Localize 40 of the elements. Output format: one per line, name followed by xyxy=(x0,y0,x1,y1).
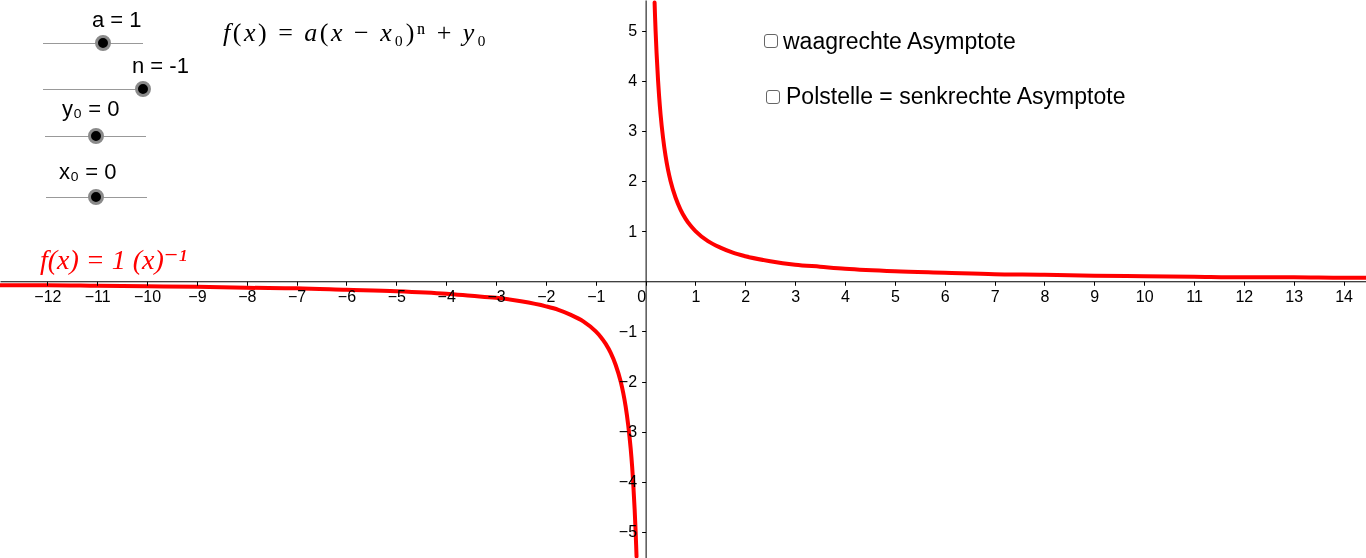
x-tick-label: 2 xyxy=(741,287,751,305)
x-tick-label: −2 xyxy=(537,287,556,305)
x-tick-label: 4 xyxy=(841,287,851,305)
x-tick-label: 6 xyxy=(940,287,950,305)
x-tick-label: 9 xyxy=(1090,287,1100,305)
x-tick-label: 14 xyxy=(1335,287,1354,305)
x-tick-label: −10 xyxy=(134,287,162,305)
x-tick-label: 10 xyxy=(1135,287,1154,305)
x-tick-label: −8 xyxy=(238,287,257,305)
series-label: f(x) = 1 (x)⁻¹ xyxy=(40,244,187,276)
y-tick-label: 3 xyxy=(628,122,638,140)
x-tick-label: 12 xyxy=(1235,287,1254,305)
x-tick-label: −11 xyxy=(84,287,111,305)
x-tick-label: 5 xyxy=(890,287,900,305)
x-tick-label: 11 xyxy=(1186,287,1203,305)
x-tick-label: 8 xyxy=(1040,287,1050,305)
x-tick-label: 0 xyxy=(637,287,647,305)
x-tick-label: −5 xyxy=(387,287,407,305)
x-tick-label: 1 xyxy=(691,287,701,305)
annotation: y₀ = 0 xyxy=(62,96,120,121)
x-tick-label: 3 xyxy=(791,287,801,305)
annotation: a = 1 xyxy=(92,7,142,32)
x-tick-label: −1 xyxy=(587,287,606,305)
annotation: n = -1 xyxy=(132,53,189,78)
annotation: Polstelle = senkrechte Asymptote xyxy=(786,83,1126,109)
annotation: x₀ = 0 xyxy=(59,159,117,184)
x-tick-label: −3 xyxy=(487,287,506,305)
x-tick-label: −6 xyxy=(337,287,357,305)
x-tick-label: −12 xyxy=(34,287,62,305)
x-tick-label: 7 xyxy=(990,287,1000,305)
chart-title: f(x) = a(x − x₀)ⁿ + y₀ xyxy=(223,18,489,47)
annotation: waagrechte Asymptote xyxy=(783,28,1016,54)
y-tick-label: 4 xyxy=(628,72,638,90)
y-tick-label: 1 xyxy=(628,222,638,240)
x-tick-label: −9 xyxy=(188,287,207,305)
y-tick-label: −1 xyxy=(618,322,638,340)
y-tick-label: 2 xyxy=(628,172,638,190)
x-tick-label: −7 xyxy=(288,287,307,305)
y-tick-label: 5 xyxy=(628,22,638,40)
x-tick-label: 13 xyxy=(1285,287,1304,305)
